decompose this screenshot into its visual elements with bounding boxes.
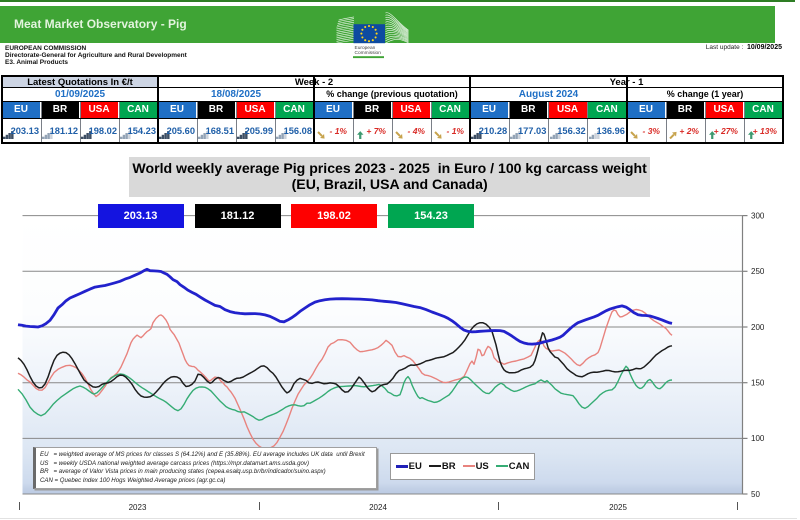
svg-text:250: 250: [751, 267, 765, 276]
svg-text:100: 100: [751, 434, 765, 443]
svg-text:150: 150: [751, 379, 765, 388]
svg-text:2024: 2024: [369, 503, 387, 512]
svg-text:2023: 2023: [129, 503, 147, 512]
svg-text:300: 300: [751, 211, 765, 220]
svg-text:50: 50: [751, 490, 760, 499]
svg-text:2025: 2025: [609, 503, 627, 512]
svg-text:200: 200: [751, 323, 765, 332]
